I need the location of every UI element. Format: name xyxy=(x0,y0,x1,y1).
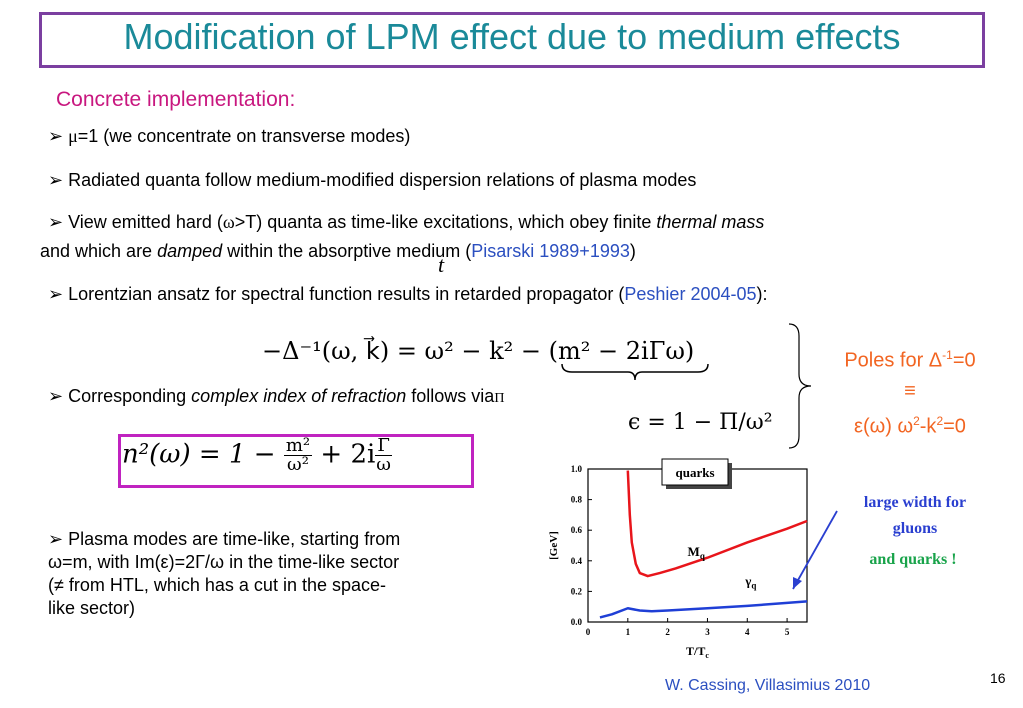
bullet-time-like: ➢ View emitted hard (ω>T) quanta as time… xyxy=(48,212,765,232)
bullet-mu: ➢ μ=1 (we concentrate on transverse mode… xyxy=(48,126,411,146)
mu-symbol: μ xyxy=(68,126,78,146)
quark-mass-width-chart: 0 1 2 3 4 5 0.0 0.2 0.4 0.6 0.8 1.0 T/Tc [GeV] quarks M… xyxy=(548,458,966,660)
y-tick-label: 0.6 xyxy=(571,525,583,535)
epsilon-equation: ϵ = 1 − Π/ω² xyxy=(628,410,773,435)
underbrace xyxy=(561,363,709,381)
y-tick-label: 0.0 xyxy=(571,617,583,627)
refraction-equation-box xyxy=(118,434,474,488)
plasma-modes-text: ➢ Plasma modes are time-like, starting f… xyxy=(48,529,401,618)
page-number: 16 xyxy=(990,670,1006,686)
subtitle: Concrete implementation: xyxy=(56,88,296,111)
bullet-refraction: ➢ Corresponding complex index of refract… xyxy=(48,386,505,406)
ref-pisarski: Pisarski 1989+1993 xyxy=(471,241,630,261)
x-tick-label: 5 xyxy=(785,627,790,637)
y-tick-label: 0.2 xyxy=(571,586,583,596)
legend-box xyxy=(661,458,729,486)
bullet-time-like-cont: and which are damped within the absorpti… xyxy=(40,241,636,261)
citation: W. Cassing, Villasimius 2010 xyxy=(665,677,871,694)
y-tick-label: 0.8 xyxy=(571,495,583,505)
series-line-mass xyxy=(626,470,808,578)
poles-condition: Poles for Δ-1=0 ≡ ε(ω) ω2-k2=0 xyxy=(844,348,976,438)
bullet-lorentzian: ➢ Lorentzian ansatz for spectral functio… xyxy=(48,284,768,304)
legend-label: quarks xyxy=(675,465,714,480)
x-tick-label: 4 xyxy=(745,627,750,637)
ref-peshier: Peshier 2004-05 xyxy=(624,284,757,304)
x-tick-label: 2 xyxy=(665,627,670,637)
x-tick-label: 1 xyxy=(626,627,631,637)
series-label-width: γq xyxy=(744,573,756,590)
bullet-dispersion: ➢ Radiated quanta follow medium-modified… xyxy=(48,170,697,190)
x-tick-label: 3 xyxy=(705,627,710,637)
slide-title: Modification of LPM effect due to medium… xyxy=(123,16,901,57)
annotation-line-1: large width for xyxy=(864,494,966,511)
x-tick-label: 0 xyxy=(586,627,591,637)
annotation-line-3: and quarks ! xyxy=(869,551,956,568)
propagator-equation: −Δ⁻¹(ω, k⃗) = ω² − k² − (m² − 2iΓω) xyxy=(262,337,695,365)
x-axis-label: T/Tc xyxy=(686,644,709,660)
title-frame xyxy=(39,12,985,68)
annotation-arrow xyxy=(792,510,838,590)
annotation-line-2: gluons xyxy=(893,520,937,537)
right-brace xyxy=(788,323,812,449)
annotation-arrowhead xyxy=(793,577,802,589)
y-axis-label: [GeV] xyxy=(548,531,560,560)
y-tick-label: 0.4 xyxy=(571,556,583,566)
y-tick-label: 1.0 xyxy=(571,464,583,474)
stray-t: t xyxy=(438,252,445,277)
series-label-mass: Mq xyxy=(688,544,705,561)
series-line-width xyxy=(599,600,808,619)
